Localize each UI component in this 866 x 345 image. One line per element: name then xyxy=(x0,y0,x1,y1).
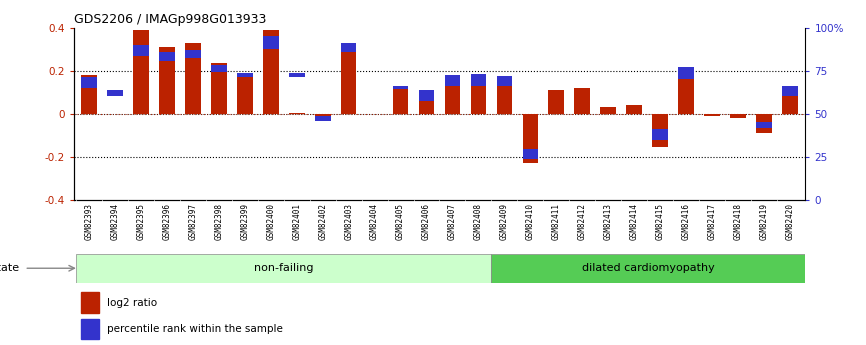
Bar xyxy=(496,86,512,114)
Bar xyxy=(315,114,331,120)
Bar xyxy=(522,114,538,164)
Text: GSM82407: GSM82407 xyxy=(448,203,457,240)
Bar xyxy=(159,52,175,61)
Bar xyxy=(470,74,486,86)
Text: GSM82420: GSM82420 xyxy=(785,203,794,240)
Bar xyxy=(756,114,772,133)
Text: log2 ratio: log2 ratio xyxy=(107,298,157,308)
Text: GDS2206 / IMAGp998G013933: GDS2206 / IMAGp998G013933 xyxy=(74,13,266,27)
Bar xyxy=(289,73,305,77)
Text: non-failing: non-failing xyxy=(254,263,313,273)
Bar xyxy=(522,149,538,159)
Bar xyxy=(782,86,798,96)
Text: GSM82419: GSM82419 xyxy=(759,203,768,240)
Bar xyxy=(600,107,616,114)
Bar xyxy=(185,50,201,58)
Bar xyxy=(419,97,435,114)
Bar xyxy=(626,105,642,114)
Text: GSM82415: GSM82415 xyxy=(656,203,664,240)
Bar xyxy=(393,86,409,89)
Bar xyxy=(678,73,694,114)
Text: GSM82417: GSM82417 xyxy=(708,203,716,240)
Text: GSM82406: GSM82406 xyxy=(422,203,431,240)
Bar xyxy=(491,254,805,283)
Bar xyxy=(76,254,491,283)
Bar xyxy=(652,114,668,147)
Text: GSM82401: GSM82401 xyxy=(292,203,301,240)
Bar xyxy=(81,75,97,114)
Text: GSM82395: GSM82395 xyxy=(137,203,145,240)
Bar xyxy=(678,68,694,79)
Bar xyxy=(133,45,149,56)
Text: GSM82400: GSM82400 xyxy=(267,203,275,240)
Bar xyxy=(574,88,590,114)
Bar xyxy=(496,76,512,86)
Bar xyxy=(263,30,279,114)
Text: GSM82396: GSM82396 xyxy=(163,203,171,240)
Text: GSM82411: GSM82411 xyxy=(552,203,561,240)
Text: GSM82408: GSM82408 xyxy=(474,203,483,240)
Bar xyxy=(107,90,123,96)
Bar xyxy=(341,43,357,114)
Text: GSM82409: GSM82409 xyxy=(500,203,509,240)
Bar xyxy=(444,75,460,86)
Text: GSM82402: GSM82402 xyxy=(318,203,327,240)
Text: GSM82404: GSM82404 xyxy=(370,203,379,240)
Bar xyxy=(393,86,409,114)
Bar xyxy=(704,114,720,116)
Text: GSM82398: GSM82398 xyxy=(215,203,223,240)
Text: GSM82412: GSM82412 xyxy=(578,203,587,240)
Text: GSM82413: GSM82413 xyxy=(604,203,612,240)
Text: GSM82399: GSM82399 xyxy=(241,203,249,240)
Bar xyxy=(444,81,460,114)
Bar xyxy=(782,92,798,114)
Bar xyxy=(652,129,668,140)
Bar xyxy=(419,90,435,101)
Bar xyxy=(341,43,357,52)
Bar xyxy=(470,80,486,114)
Text: disease state: disease state xyxy=(0,263,19,273)
Bar xyxy=(211,63,227,114)
Text: GSM82416: GSM82416 xyxy=(682,203,690,240)
Text: GSM82394: GSM82394 xyxy=(111,203,120,240)
Bar xyxy=(133,30,149,114)
Text: GSM82405: GSM82405 xyxy=(396,203,405,240)
Bar xyxy=(81,77,97,88)
Text: GSM82393: GSM82393 xyxy=(85,203,94,240)
Text: GSM82403: GSM82403 xyxy=(344,203,353,240)
Text: GSM82410: GSM82410 xyxy=(526,203,535,240)
Text: GSM82397: GSM82397 xyxy=(189,203,197,240)
Bar xyxy=(756,122,772,128)
Bar xyxy=(81,292,100,313)
Bar xyxy=(81,319,100,339)
Bar xyxy=(315,116,331,121)
Bar xyxy=(730,114,746,118)
Bar xyxy=(548,90,564,114)
Text: dilated cardiomyopathy: dilated cardiomyopathy xyxy=(582,263,714,273)
Text: GSM82418: GSM82418 xyxy=(734,203,742,240)
Bar xyxy=(159,47,175,114)
Bar xyxy=(211,65,227,72)
Bar xyxy=(237,73,253,114)
Bar xyxy=(185,43,201,114)
Bar xyxy=(237,73,253,77)
Text: percentile rank within the sample: percentile rank within the sample xyxy=(107,324,282,334)
Bar xyxy=(289,113,305,114)
Bar xyxy=(263,36,279,49)
Text: GSM82414: GSM82414 xyxy=(630,203,638,240)
